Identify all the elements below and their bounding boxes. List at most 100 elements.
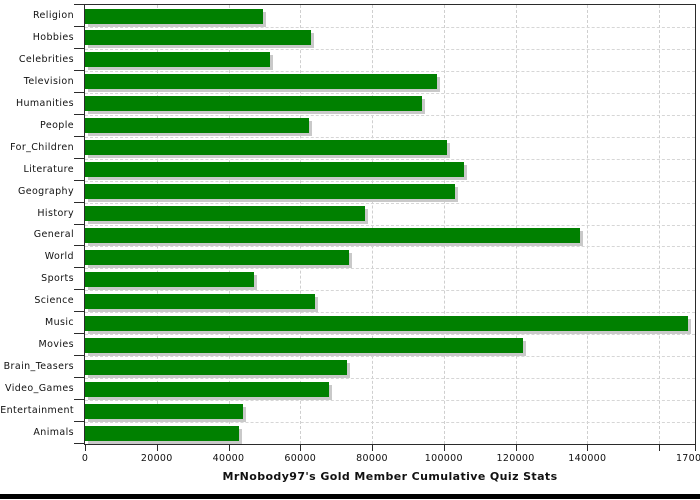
y-label-celebrities: Celebrities [18, 53, 74, 65]
plot-area [84, 4, 696, 445]
y-tick-mark [74, 377, 84, 379]
bar-sports [85, 271, 254, 287]
x-tick-label: 20000 [140, 453, 173, 464]
y-label-hobbies: Hobbies [32, 31, 74, 43]
horizontal-gridline [85, 400, 695, 402]
y-tick-mark [74, 355, 84, 357]
x-tick-mark [443, 445, 445, 451]
y-tick-mark [74, 47, 84, 49]
bar-television [85, 74, 437, 90]
x-tick-label: 40000 [212, 453, 245, 464]
horizontal-gridline [85, 114, 695, 116]
bar-literature [85, 162, 464, 178]
horizontal-gridline [85, 312, 695, 314]
bar-for_children [85, 140, 448, 156]
horizontal-gridline [85, 290, 695, 292]
x-tick-label: 140000 [568, 453, 607, 464]
horizontal-gridline [85, 356, 695, 358]
horizontal-gridline [85, 70, 695, 72]
bar-celebrities [85, 52, 270, 68]
x-tick-label: 120000 [496, 453, 535, 464]
y-label-television: Television [23, 75, 74, 87]
y-label-humanities: Humanities [15, 97, 74, 109]
y-label-brain_teasers: Brain_Teasers [3, 361, 74, 373]
bar-general [85, 228, 581, 243]
y-label-sports: Sports [41, 273, 74, 285]
y-label-movies: Movies [38, 339, 74, 351]
horizontal-gridline [85, 378, 695, 380]
horizontal-gridline [85, 334, 695, 336]
y-tick-mark [74, 311, 84, 313]
y-tick-mark [74, 223, 84, 225]
x-tick-label: 80000 [356, 453, 388, 464]
chart-title: MrNobody97's Gold Member Cumulative Quiz… [222, 470, 558, 483]
horizontal-gridline [85, 224, 695, 226]
bar-humanities [85, 96, 423, 112]
y-label-religion: Religion [32, 9, 74, 21]
x-tick-mark [300, 445, 302, 451]
y-tick-mark [74, 399, 84, 401]
bar-hobbies [85, 30, 312, 46]
y-label-video_games: Video_Games [5, 383, 74, 395]
y-tick-mark [74, 157, 84, 159]
bar-movies [85, 337, 523, 353]
x-tick-mark [515, 445, 517, 451]
x-tick-label: 170000 [675, 453, 700, 464]
x-tick-mark [156, 445, 158, 451]
y-tick-mark [74, 135, 84, 137]
horizontal-gridline [85, 422, 695, 424]
horizontal-gridline [85, 48, 695, 50]
x-tick-mark [85, 445, 86, 451]
y-tick-mark [74, 333, 84, 335]
x-tick-mark [587, 445, 589, 451]
y-tick-mark [74, 443, 84, 444]
y-label-entertainment: Entertainment [0, 405, 74, 417]
bar-geography [85, 184, 455, 200]
horizontal-gridline [85, 26, 695, 28]
y-tick-mark [74, 179, 84, 181]
bar-world [85, 249, 349, 265]
bar-science [85, 293, 315, 309]
horizontal-gridline [85, 202, 695, 204]
x-tick-mark [228, 445, 230, 451]
y-tick-mark [74, 267, 84, 269]
y-tick-mark [74, 421, 84, 423]
y-label-science: Science [34, 295, 74, 307]
bar-music [85, 315, 688, 331]
bar-brain_teasers [85, 359, 347, 375]
y-tick-mark [74, 245, 84, 247]
horizontal-gridline [85, 180, 695, 182]
x-tick-label: 60000 [284, 453, 317, 464]
y-label-history: History [37, 207, 74, 219]
horizontal-gridline [85, 158, 695, 160]
y-tick-mark [74, 113, 84, 115]
y-label-geography: Geography [17, 185, 74, 197]
x-tick-label: 0 [81, 453, 89, 464]
y-tick-mark [74, 289, 84, 291]
y-tick-mark [74, 4, 84, 5]
x-tick-mark [659, 445, 661, 451]
bar-animals [85, 425, 240, 441]
y-label-for_children: For_Children [10, 141, 74, 153]
x-tick-mark [695, 445, 696, 451]
y-label-people: People [40, 119, 74, 131]
x-tick-label: 100000 [424, 453, 463, 464]
y-label-general: General [33, 229, 74, 241]
horizontal-gridline [85, 268, 695, 270]
horizontal-gridline [85, 246, 695, 248]
y-tick-mark [74, 25, 84, 27]
horizontal-gridline [85, 136, 695, 138]
y-label-animals: Animals [33, 427, 74, 439]
bar-history [85, 206, 365, 222]
y-label-music: Music [44, 317, 74, 329]
bar-people [85, 118, 310, 134]
y-label-world: World [44, 251, 74, 263]
y-label-literature: Literature [23, 163, 74, 175]
bar-video_games [85, 381, 329, 397]
bar-entertainment [85, 403, 243, 419]
y-tick-mark [74, 201, 84, 203]
bar-religion [85, 8, 263, 24]
y-tick-mark [74, 91, 84, 93]
x-tick-mark [372, 445, 374, 451]
